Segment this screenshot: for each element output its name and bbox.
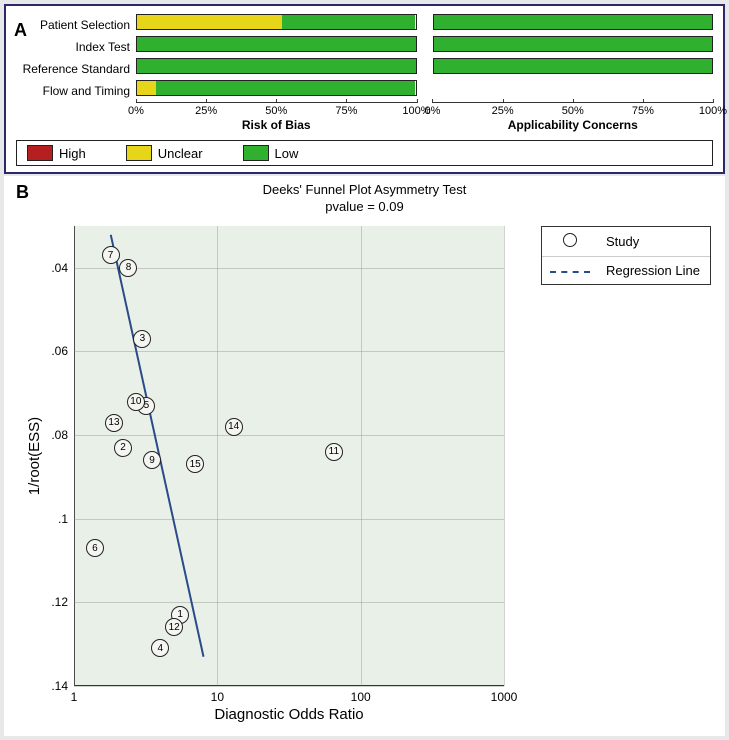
hbar: [433, 58, 714, 74]
panel-b: B Deeks' Funnel Plot Asymmetry Test pval…: [4, 176, 725, 736]
row-labels: Patient SelectionIndex TestReference Sta…: [6, 14, 136, 102]
study-point: 9: [143, 451, 161, 469]
tick-label: 75%: [335, 105, 357, 117]
row-label: Reference Standard: [6, 58, 136, 80]
bar-segment: [434, 37, 713, 51]
legend-swatch: [27, 145, 53, 161]
bar-segment: [137, 37, 416, 51]
y-tick-label: .1: [58, 512, 74, 526]
gridline: [74, 268, 504, 269]
row-label: Index Test: [6, 36, 136, 58]
legend-line-label: Regression Line: [598, 257, 710, 285]
legend-item: Low: [243, 145, 299, 161]
tick-label: 25%: [195, 105, 217, 117]
tick-label: 50%: [562, 105, 584, 117]
hbar: [433, 14, 714, 30]
risk-of-bias-col: 0%25%50%75%100% Risk of Bias: [136, 14, 417, 132]
study-point: 13: [105, 414, 123, 432]
bar-segment: [156, 81, 415, 95]
study-point: 14: [225, 418, 243, 436]
gridline: [361, 226, 362, 686]
study-point: 6: [86, 539, 104, 557]
gridline: [74, 602, 504, 603]
y-tick-label: .12: [51, 595, 74, 609]
legend-study-label: Study: [598, 227, 710, 257]
x-tick-label: 100: [351, 686, 371, 704]
funnel-title: Deeks' Funnel Plot Asymmetry Test pvalue…: [4, 176, 725, 216]
study-symbol: [563, 233, 577, 247]
x-tick-label: 1000: [491, 686, 518, 704]
tick-label: 100%: [699, 105, 727, 117]
gridline: [74, 686, 504, 687]
regression-symbol: [550, 271, 590, 273]
gridline: [74, 351, 504, 352]
tick-label: 0%: [128, 105, 144, 117]
panel-b-label: B: [16, 182, 29, 203]
legend-box: High Unclear Low: [16, 140, 713, 166]
plot-area: 1101001000.04.06.08.1.12.141234567891011…: [74, 226, 504, 686]
y-tick-label: .06: [51, 344, 74, 358]
hbar: [136, 14, 417, 30]
study-point: 8: [119, 259, 137, 277]
hbar: [136, 80, 417, 96]
bar-segment: [434, 59, 713, 73]
funnel-legend: Study Regression Line: [541, 226, 711, 285]
gridline: [74, 435, 504, 436]
bar-segment: [137, 81, 156, 95]
study-point: 11: [325, 443, 343, 461]
bar-segment: [137, 15, 282, 29]
legend-label: Unclear: [158, 146, 203, 161]
legend-swatch: [126, 145, 152, 161]
hbar: [136, 58, 417, 74]
legend-item: Unclear: [126, 145, 203, 161]
right-axis: 0%25%50%75%100%: [433, 102, 714, 116]
bar-segment: [434, 15, 713, 29]
study-point: 3: [133, 330, 151, 348]
study-point: 7: [102, 246, 120, 264]
right-axis-title: Applicability Concerns: [433, 118, 714, 132]
applicability-col: 0%25%50%75%100% Applicability Concerns: [433, 14, 714, 132]
legend-swatch: [243, 145, 269, 161]
study-point: 4: [151, 639, 169, 657]
x-axis-title: Diagnostic Odds Ratio: [74, 706, 504, 723]
y-tick-label: .14: [51, 679, 74, 693]
left-axis: 0%25%50%75%100%: [136, 102, 417, 116]
x-tick-label: 10: [211, 686, 224, 704]
hbar: [136, 36, 417, 52]
tick-label: 0%: [425, 105, 441, 117]
tick-label: 50%: [265, 105, 287, 117]
tick-label: 25%: [492, 105, 514, 117]
panel-a: A Patient SelectionIndex TestReference S…: [4, 4, 725, 174]
study-point: 15: [186, 455, 204, 473]
gridline: [74, 519, 504, 520]
row-label: Flow and Timing: [6, 80, 136, 102]
legend-label: Low: [275, 146, 299, 161]
hbar: [433, 36, 714, 52]
tick-label: 75%: [632, 105, 654, 117]
study-point: 10: [127, 393, 145, 411]
bar-segment: [282, 15, 416, 29]
bar-segment: [137, 59, 416, 73]
bars-area: 0%25%50%75%100% Risk of Bias 0%25%50%75%…: [136, 14, 713, 132]
y-tick-label: .08: [51, 428, 74, 442]
study-point: 2: [114, 439, 132, 457]
y-tick-label: .04: [51, 261, 74, 275]
y-axis-title: 1/root(ESS): [26, 417, 43, 495]
gridline: [504, 226, 505, 686]
legend-label: High: [59, 146, 86, 161]
title-line1: Deeks' Funnel Plot Asymmetry Test: [263, 182, 467, 197]
row-label: Patient Selection: [6, 14, 136, 36]
gridline: [74, 226, 75, 686]
left-axis-title: Risk of Bias: [136, 118, 417, 132]
study-point: 12: [165, 618, 183, 636]
gridline: [217, 226, 218, 686]
legend-item: High: [27, 145, 86, 161]
title-line2: pvalue = 0.09: [325, 199, 403, 214]
